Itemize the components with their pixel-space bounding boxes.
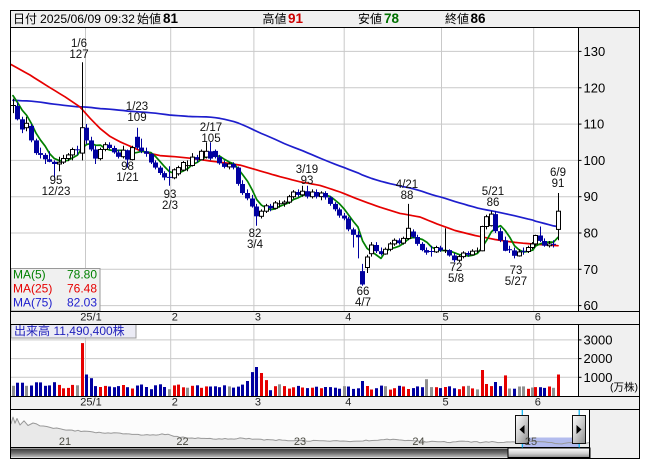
- svg-text:95: 95: [50, 175, 63, 187]
- svg-text:93: 93: [164, 189, 177, 201]
- svg-text:6: 6: [535, 397, 541, 409]
- svg-text:6: 6: [535, 312, 541, 324]
- svg-text:5/27: 5/27: [505, 276, 527, 288]
- svg-text:4/7: 4/7: [355, 297, 371, 309]
- svg-text:88: 88: [401, 190, 414, 202]
- svg-text:82.03: 82.03: [67, 296, 97, 310]
- svg-text:2025/06/09 09:32: 2025/06/09 09:32: [40, 12, 135, 26]
- svg-text:98: 98: [121, 161, 134, 173]
- svg-text:25/1: 25/1: [80, 312, 101, 324]
- svg-text:82: 82: [249, 228, 262, 240]
- svg-text:80: 80: [584, 226, 598, 241]
- svg-text:22: 22: [176, 436, 188, 448]
- svg-text:(万株): (万株): [610, 381, 638, 394]
- svg-text:91: 91: [552, 178, 565, 190]
- svg-text:1000: 1000: [584, 370, 613, 385]
- svg-text:5: 5: [443, 312, 449, 324]
- svg-text:3: 3: [255, 312, 261, 324]
- svg-text:5/8: 5/8: [448, 273, 464, 285]
- svg-text:6/9: 6/9: [550, 167, 566, 179]
- svg-text:100: 100: [584, 153, 606, 168]
- svg-text:73: 73: [510, 265, 523, 277]
- svg-text:93: 93: [301, 175, 314, 187]
- svg-text:86: 86: [471, 11, 487, 26]
- svg-text:1/23: 1/23: [126, 101, 148, 113]
- svg-text:66: 66: [357, 286, 370, 298]
- svg-text:MA(5): MA(5): [13, 268, 46, 282]
- svg-text:127: 127: [69, 49, 88, 61]
- svg-text:3000: 3000: [584, 332, 613, 347]
- svg-text:78: 78: [384, 11, 400, 26]
- svg-text:1/21: 1/21: [116, 172, 138, 184]
- svg-text:90: 90: [584, 189, 598, 204]
- svg-text:105: 105: [201, 133, 220, 145]
- svg-text:2000: 2000: [584, 351, 613, 366]
- svg-text:5: 5: [443, 397, 449, 409]
- svg-text:70: 70: [584, 262, 598, 277]
- svg-text:安値: 安値: [358, 11, 382, 26]
- svg-text:109: 109: [127, 112, 146, 124]
- svg-text:24: 24: [412, 436, 424, 448]
- svg-text:出来高: 出来高: [14, 323, 50, 338]
- svg-text:120: 120: [584, 80, 606, 95]
- svg-text:日付: 日付: [13, 12, 37, 26]
- svg-text:25/1: 25/1: [80, 397, 101, 409]
- svg-text:23: 23: [294, 436, 306, 448]
- svg-text:MA(25): MA(25): [13, 282, 52, 296]
- svg-text:78.80: 78.80: [67, 268, 97, 282]
- svg-text:110: 110: [584, 117, 605, 132]
- svg-text:5/21: 5/21: [482, 186, 504, 198]
- svg-text:21: 21: [59, 436, 71, 448]
- svg-text:91: 91: [288, 11, 304, 26]
- svg-text:4: 4: [345, 312, 351, 324]
- svg-text:MA(75): MA(75): [13, 296, 52, 310]
- svg-text:86: 86: [487, 197, 500, 209]
- svg-text:2: 2: [172, 397, 178, 409]
- svg-text:60: 60: [584, 298, 598, 313]
- svg-text:4/21: 4/21: [396, 179, 418, 191]
- svg-text:高値: 高値: [263, 11, 287, 26]
- svg-text:2: 2: [172, 312, 178, 324]
- svg-text:2/3: 2/3: [162, 200, 178, 212]
- svg-text:3: 3: [255, 397, 261, 409]
- svg-text:11,490,400株: 11,490,400株: [54, 323, 125, 338]
- svg-text:130: 130: [584, 44, 606, 59]
- svg-text:3/19: 3/19: [296, 164, 318, 176]
- svg-text:12/23: 12/23: [42, 186, 71, 198]
- svg-text:76.48: 76.48: [67, 282, 97, 296]
- svg-text:1/6: 1/6: [71, 38, 87, 50]
- svg-text:3/4: 3/4: [247, 239, 264, 251]
- svg-text:4: 4: [345, 397, 351, 409]
- svg-text:始値: 始値: [137, 11, 161, 26]
- svg-text:終値: 終値: [445, 11, 469, 26]
- svg-text:81: 81: [163, 11, 179, 26]
- svg-text:2/17: 2/17: [200, 122, 222, 134]
- svg-text:72: 72: [450, 262, 463, 274]
- svg-text:25: 25: [525, 436, 537, 448]
